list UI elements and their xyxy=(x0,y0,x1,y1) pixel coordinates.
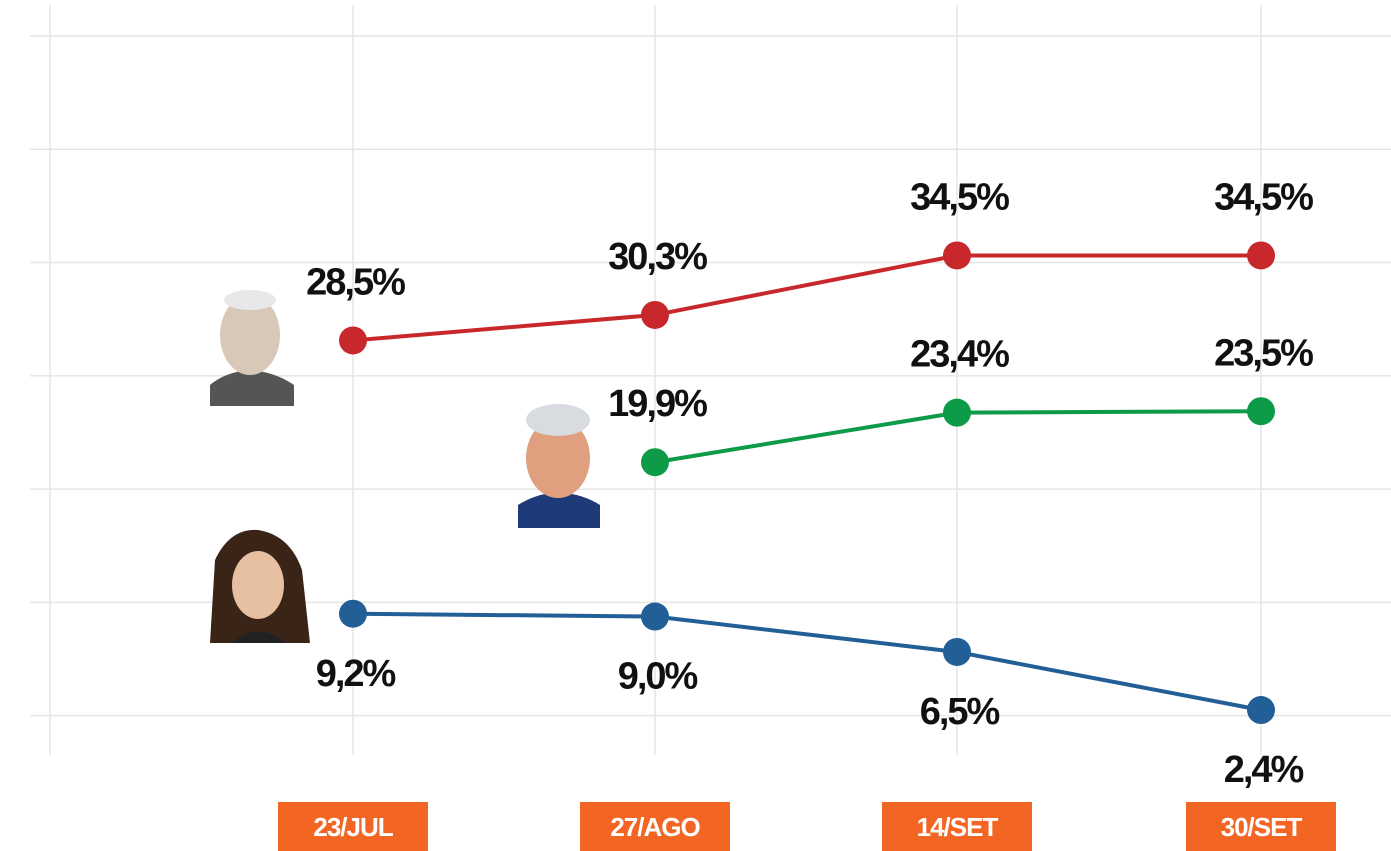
value-label: 6,5% xyxy=(920,691,1000,733)
value-label: 30,3% xyxy=(608,236,707,278)
point xyxy=(1247,397,1275,426)
point xyxy=(339,326,367,355)
point xyxy=(943,241,971,270)
point xyxy=(641,602,669,631)
x-tick-label: 27/AGO xyxy=(610,812,700,842)
x-tick-label: 30/SET xyxy=(1221,812,1303,842)
point xyxy=(1247,696,1275,725)
series-line xyxy=(352,611,1262,712)
point xyxy=(641,300,669,329)
x-tick-label: 14/SET xyxy=(917,812,999,842)
x-tick-label: 23/JUL xyxy=(313,812,393,842)
category-box xyxy=(882,802,1032,851)
point xyxy=(339,599,367,628)
portraits xyxy=(210,290,600,643)
category-box xyxy=(278,802,428,851)
value-label: 34,5% xyxy=(910,177,1009,219)
point xyxy=(1247,241,1275,270)
value-label: 28,5% xyxy=(306,261,405,303)
category-box xyxy=(1186,802,1336,851)
portrait-green xyxy=(518,404,600,528)
portrait-blue xyxy=(210,529,310,643)
category-box xyxy=(580,802,730,851)
value-label: 9,0% xyxy=(618,656,698,698)
series-line xyxy=(352,253,1261,343)
portrait-red xyxy=(210,290,294,406)
value-label: 19,9% xyxy=(608,383,707,425)
point xyxy=(943,637,971,666)
point xyxy=(943,398,971,427)
value-label: 9,2% xyxy=(316,653,396,695)
value-label: 34,5% xyxy=(1214,177,1313,219)
point xyxy=(641,448,669,477)
value-label: 23,5% xyxy=(1214,332,1313,374)
value-label: 23,4% xyxy=(910,334,1009,376)
value-label: 2,4% xyxy=(1224,749,1304,791)
